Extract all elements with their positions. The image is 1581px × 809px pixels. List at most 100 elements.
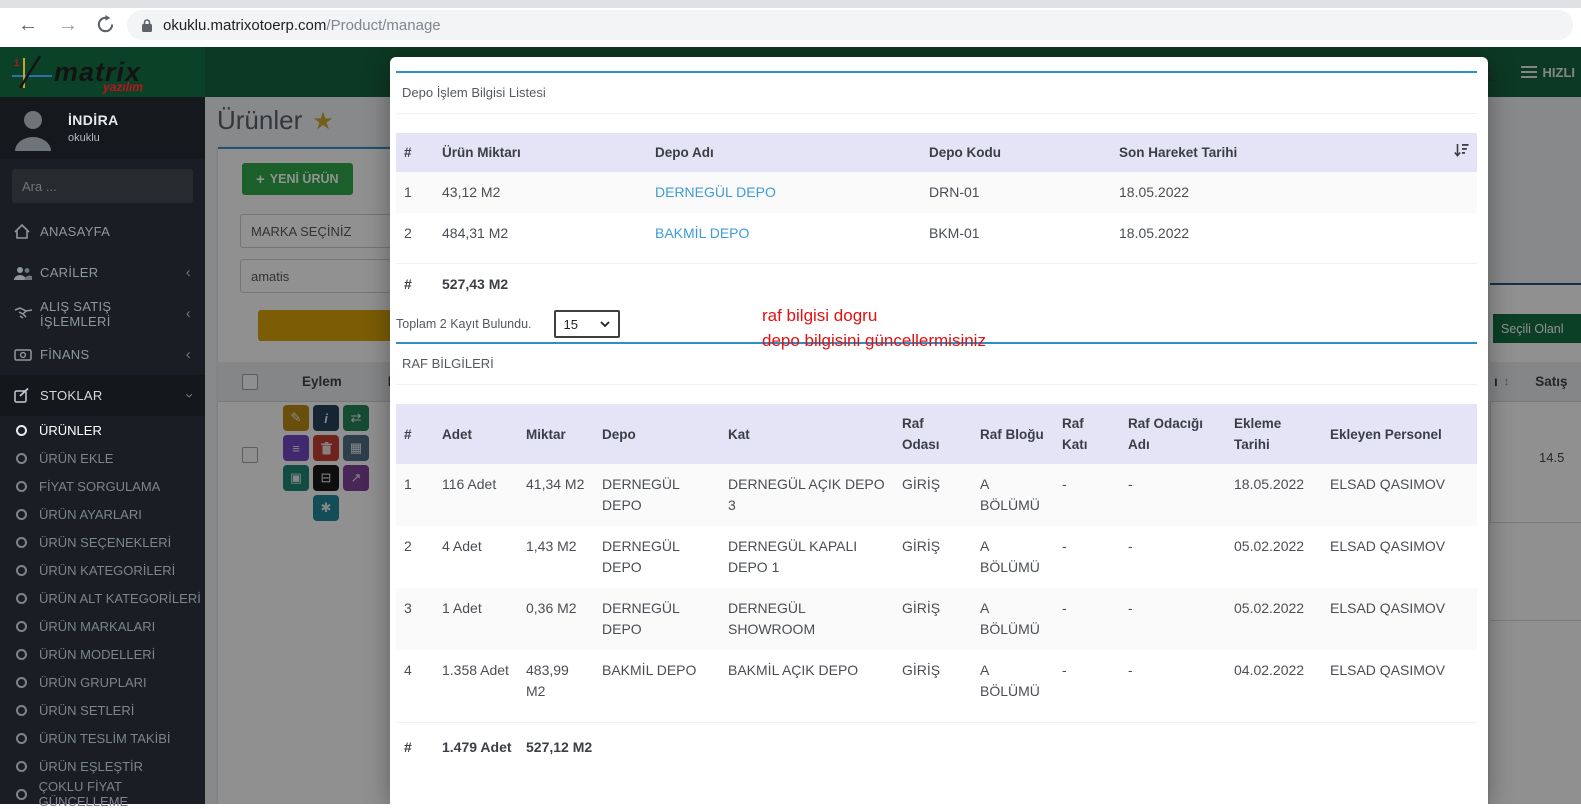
radio-icon — [16, 761, 27, 772]
table-row: 2 484,31 M2 BAKMİL DEPO BKM-01 18.05.202… — [396, 213, 1477, 254]
submenu-label: ÜRÜN MODELLERİ — [39, 647, 155, 662]
matrix-axis-icon: 1 — [10, 54, 54, 90]
sidebar-item-cariler[interactable]: CARİLER ‹ — [0, 252, 205, 293]
depo-section-title: Depo İşlem Bilgisi Listesi — [396, 73, 1477, 114]
raf-total-miktar: 527,12 M2 — [518, 737, 594, 758]
chevron-down-icon — [600, 321, 610, 327]
home-icon — [14, 224, 40, 239]
sidebar-subitem-urun-gruplari[interactable]: ÜRÜN GRUPLARI — [0, 668, 205, 696]
radio-icon — [16, 677, 27, 688]
col-raf-blogu: Raf Bloğu — [972, 404, 1054, 464]
col-raf-odasi: Raf Odası — [894, 404, 972, 464]
sidebar-search-input[interactable] — [22, 179, 198, 194]
sidebar-subitem-fiyat-sorgulama[interactable]: FİYAT SORGULAMA — [0, 472, 205, 500]
total-hash: # — [396, 276, 434, 292]
col-raf-odacigi: Raf Odacığı Adı — [1120, 404, 1226, 464]
sidebar-subitem-urun-kategorileri[interactable]: ÜRÜN KATEGORİLERİ — [0, 556, 205, 584]
browser-address-bar[interactable]: okuklu.matrixotoerp.com/Product/manage — [127, 10, 1573, 40]
submenu-label: ÜRÜN ALT KATEGORİLERİ — [39, 591, 201, 606]
page-size-select[interactable]: 15 — [554, 310, 620, 338]
col-urun-miktari: Ürün Miktarı — [434, 133, 647, 172]
raf-section: RAF BİLGİLERİ # Adet Miktar Depo Kat Raf… — [396, 342, 1477, 758]
col-kat: Kat — [720, 404, 894, 464]
radio-icon — [16, 649, 27, 660]
annotation-line2: depo bilgisini güncellermisiniz — [762, 328, 986, 353]
main-area: HIZLI Ürünler★ +YENİ ÜRÜN MARKA SEÇİNİZ … — [205, 47, 1581, 804]
sidebar-subitem-urun-markalari[interactable]: ÜRÜN MARKALARI — [0, 612, 205, 640]
col-depo-adi: Depo Adı — [647, 133, 921, 172]
brand-logo[interactable]: 1 matrix yazılım — [0, 47, 205, 97]
handshake-icon — [14, 307, 40, 320]
annotation-note: raf bilgisi dogru depo bilgisini güncell… — [762, 303, 986, 353]
sidebar-item-alis-satis[interactable]: ALIŞ SATIŞ İŞLEMLERİ ‹ — [0, 293, 205, 334]
depo-table: # Ürün Miktarı Depo Adı Depo Kodu Son Ha… — [396, 133, 1477, 254]
depo-total-value: 527,43 M2 — [434, 276, 508, 292]
sidebar-subitem-urun-teslim-takibi[interactable]: ÜRÜN TESLİM TAKİBİ — [0, 724, 205, 752]
radio-icon — [16, 593, 27, 604]
browser-forward-icon[interactable]: → — [58, 14, 78, 37]
submenu-label: ÜRÜN EKLE — [39, 451, 113, 466]
submenu-label: ÜRÜN AYARLARI — [39, 507, 142, 522]
col-adet: Adet — [434, 404, 518, 464]
sort-amount-icon[interactable] — [1454, 142, 1469, 163]
sidebar-subitem-urun-eslestir[interactable]: ÜRÜN EŞLEŞTİR — [0, 752, 205, 780]
depo-link[interactable]: DERNEGÜL DEPO — [655, 184, 776, 200]
sidebar-item-finans[interactable]: FİNANS ‹ — [0, 334, 205, 375]
menu-label: STOKLAR — [40, 388, 186, 403]
radio-icon — [16, 705, 27, 716]
sidebar-item-stoklar[interactable]: STOKLAR ‹ — [0, 375, 205, 416]
edit-icon — [14, 388, 40, 403]
submenu-label: ÜRÜN KATEGORİLERİ — [39, 563, 175, 578]
table-row: 41.358 Adet483,99 M2BAKMİL DEPOBAKMİL AÇ… — [396, 650, 1477, 712]
depo-link[interactable]: BAKMİL DEPO — [655, 225, 749, 241]
radio-icon — [16, 789, 27, 800]
submenu-label: ÜRÜN SEÇENEKLERİ — [39, 535, 171, 550]
submenu-label: ÜRÜN GRUPLARI — [39, 675, 147, 690]
col-hash: # — [396, 133, 434, 172]
submenu-label: ÜRÜN MARKALARI — [39, 619, 155, 634]
raf-total-row: # 1.479 Adet 527,12 M2 — [396, 722, 1477, 758]
browser-tab-strip — [0, 0, 1581, 8]
sidebar: 1 matrix yazılım İNDİRA okuklu ANASAYFA — [0, 47, 205, 804]
sidebar-subitem-urun-alt-kategorileri[interactable]: ÜRÜN ALT KATEGORİLERİ — [0, 584, 205, 612]
table-row: 1116 Adet41,34 M2DERNEGÜL DEPODERNEGÜL A… — [396, 464, 1477, 526]
chevron-left-icon: ‹ — [186, 264, 191, 281]
sidebar-subitem-urun-secenekleri[interactable]: ÜRÜN SEÇENEKLERİ — [0, 528, 205, 556]
col-depo: Depo — [594, 404, 720, 464]
avatar — [10, 105, 56, 151]
sidebar-subitem-urunler[interactable]: ÜRÜNLER — [0, 416, 205, 444]
user-panel[interactable]: İNDİRA okuklu — [0, 97, 205, 159]
radio-icon — [16, 733, 27, 744]
table-row: 24 Adet1,43 M2DERNEGÜL DEPODERNEGÜL KAPA… — [396, 526, 1477, 588]
radio-icon — [16, 509, 27, 520]
radio-icon — [16, 537, 27, 548]
submenu-label: ÜRÜN EŞLEŞTİR — [39, 759, 143, 774]
user-company: okuklu — [68, 132, 119, 144]
record-count: Toplam 2 Kayıt Bulundu. — [396, 317, 532, 331]
menu-label: ALIŞ SATIŞ İŞLEMLERİ — [40, 299, 186, 329]
radio-icon — [16, 565, 27, 576]
sidebar-subitem-urun-modelleri[interactable]: ÜRÜN MODELLERİ — [0, 640, 205, 668]
radio-icon — [16, 481, 27, 492]
browser-refresh-icon[interactable] — [96, 15, 115, 34]
users-icon — [14, 266, 40, 280]
menu-label: CARİLER — [40, 265, 186, 280]
menu-label: ANASAYFA — [40, 224, 191, 239]
submenu-label: ÜRÜNLER — [39, 423, 102, 438]
depo-table-header-row: # Ürün Miktarı Depo Adı Depo Kodu Son Ha… — [396, 133, 1477, 172]
sidebar-search[interactable] — [12, 169, 193, 203]
browser-back-icon[interactable]: ← — [18, 14, 38, 37]
url-text: okuklu.matrixotoerp.com/Product/manage — [163, 17, 441, 34]
sidebar-subitem-urun-ekle[interactable]: ÜRÜN EKLE — [0, 444, 205, 472]
browser-chrome: ← → okuklu.matrixotoerp.com/Product/mana… — [0, 0, 1581, 47]
col-ekleme-tarihi: Ekleme Tarihi — [1226, 404, 1322, 464]
menu-label: FİNANS — [40, 347, 186, 362]
table-row: 31 Adet0,36 M2DERNEGÜL DEPODERNEGÜL SHOW… — [396, 588, 1477, 650]
sidebar-subitem-urun-ayarlari[interactable]: ÜRÜN AYARLARI — [0, 500, 205, 528]
submenu-label: ÇOKLU FİYAT GÜNCELLEME — [39, 779, 205, 809]
sidebar-subitem-urun-setleri[interactable]: ÜRÜN SETLERİ — [0, 696, 205, 724]
money-icon — [14, 349, 40, 361]
sidebar-item-anasayfa[interactable]: ANASAYFA — [0, 211, 205, 252]
chevron-left-icon: ‹ — [186, 305, 191, 322]
chevron-left-icon: ‹ — [186, 346, 191, 363]
